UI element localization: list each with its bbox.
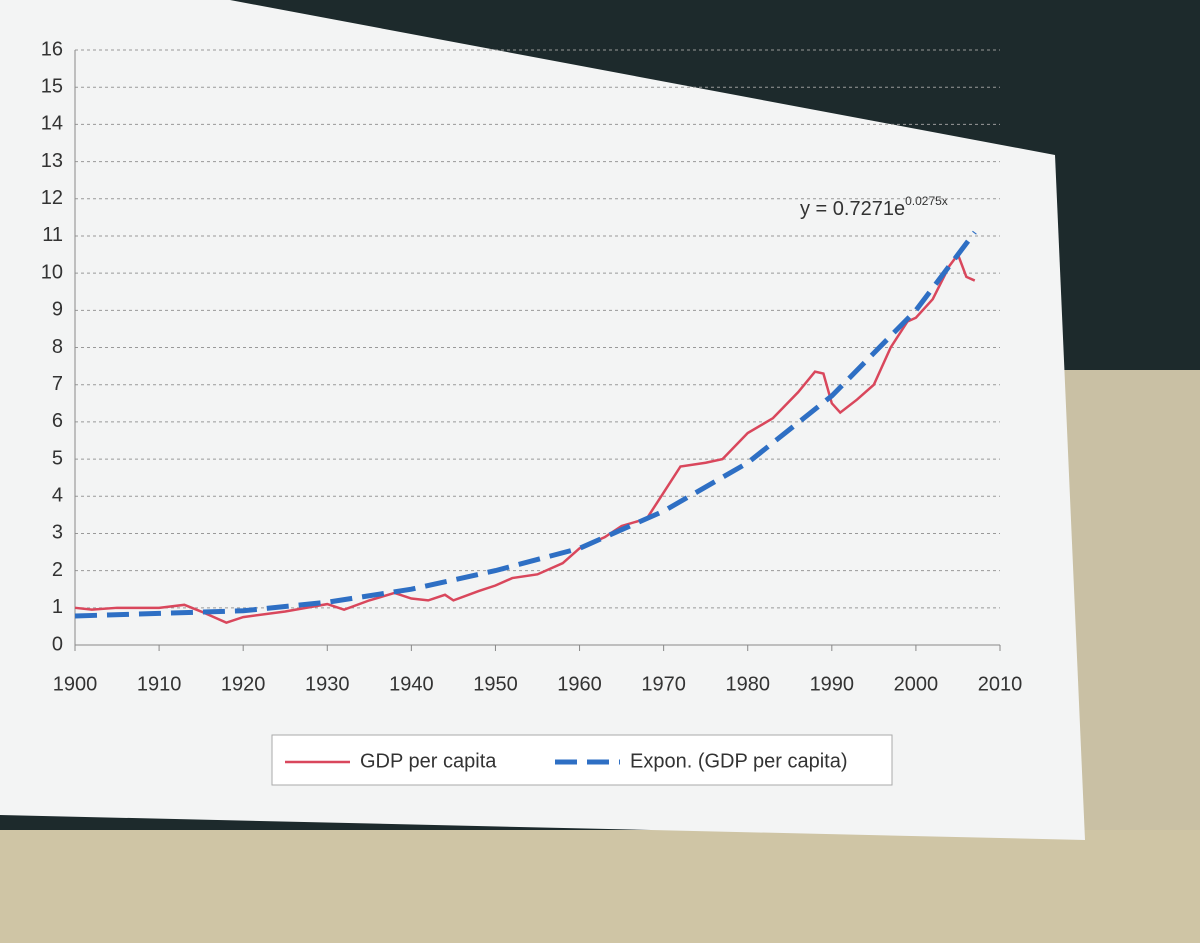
annotation: y = 0.7271e0.0275x xyxy=(800,194,948,220)
x-tick-label: 1920 xyxy=(221,673,266,695)
screen xyxy=(0,0,1085,840)
y-tick-label: 1 xyxy=(52,596,63,618)
y-tick-label: 14 xyxy=(41,113,63,135)
x-tick-label: 2000 xyxy=(894,673,939,695)
y-tick-label: 9 xyxy=(52,299,63,321)
x-tick-label: 1900 xyxy=(53,673,98,695)
x-tick-label: 1970 xyxy=(641,673,686,695)
x-tick-label: 1990 xyxy=(810,673,855,695)
y-tick-label: 16 xyxy=(41,38,63,60)
x-tick-label: 1950 xyxy=(473,673,518,695)
y-tick-label: 5 xyxy=(52,447,63,469)
legend-box xyxy=(271,734,893,786)
x-tick-label: 1940 xyxy=(389,673,434,695)
wall xyxy=(0,830,1200,943)
y-tick-label: 2 xyxy=(52,559,63,581)
x-tick-label: 1980 xyxy=(725,673,770,695)
y-tick-label: 3 xyxy=(52,522,63,544)
legend-label: Expon. (GDP per capita) xyxy=(630,750,848,772)
y-tick-label: 11 xyxy=(42,224,63,246)
x-tick-label: 1910 xyxy=(137,673,182,695)
y-tick-label: 13 xyxy=(41,150,63,172)
series-line xyxy=(74,230,977,619)
series-line xyxy=(74,251,976,625)
y-tick-label: 6 xyxy=(52,410,63,432)
y-tick-label: 12 xyxy=(41,187,63,209)
x-tick-label: 1960 xyxy=(557,673,602,695)
annotation-exponent: 0.0275x xyxy=(905,194,948,208)
y-tick-label: 8 xyxy=(52,336,63,358)
x-tick-label: 2010 xyxy=(978,673,1023,695)
y-tick-label: 7 xyxy=(52,373,63,395)
y-tick-label: 10 xyxy=(41,261,63,283)
legend-label: GDP per capita xyxy=(360,750,497,772)
y-tick-label: 0 xyxy=(52,633,63,655)
x-tick-label: 1930 xyxy=(305,673,350,695)
annotation-text: y = 0.7271e xyxy=(800,198,905,220)
y-tick-label: 15 xyxy=(41,75,63,97)
y-tick-label: 4 xyxy=(52,485,63,507)
